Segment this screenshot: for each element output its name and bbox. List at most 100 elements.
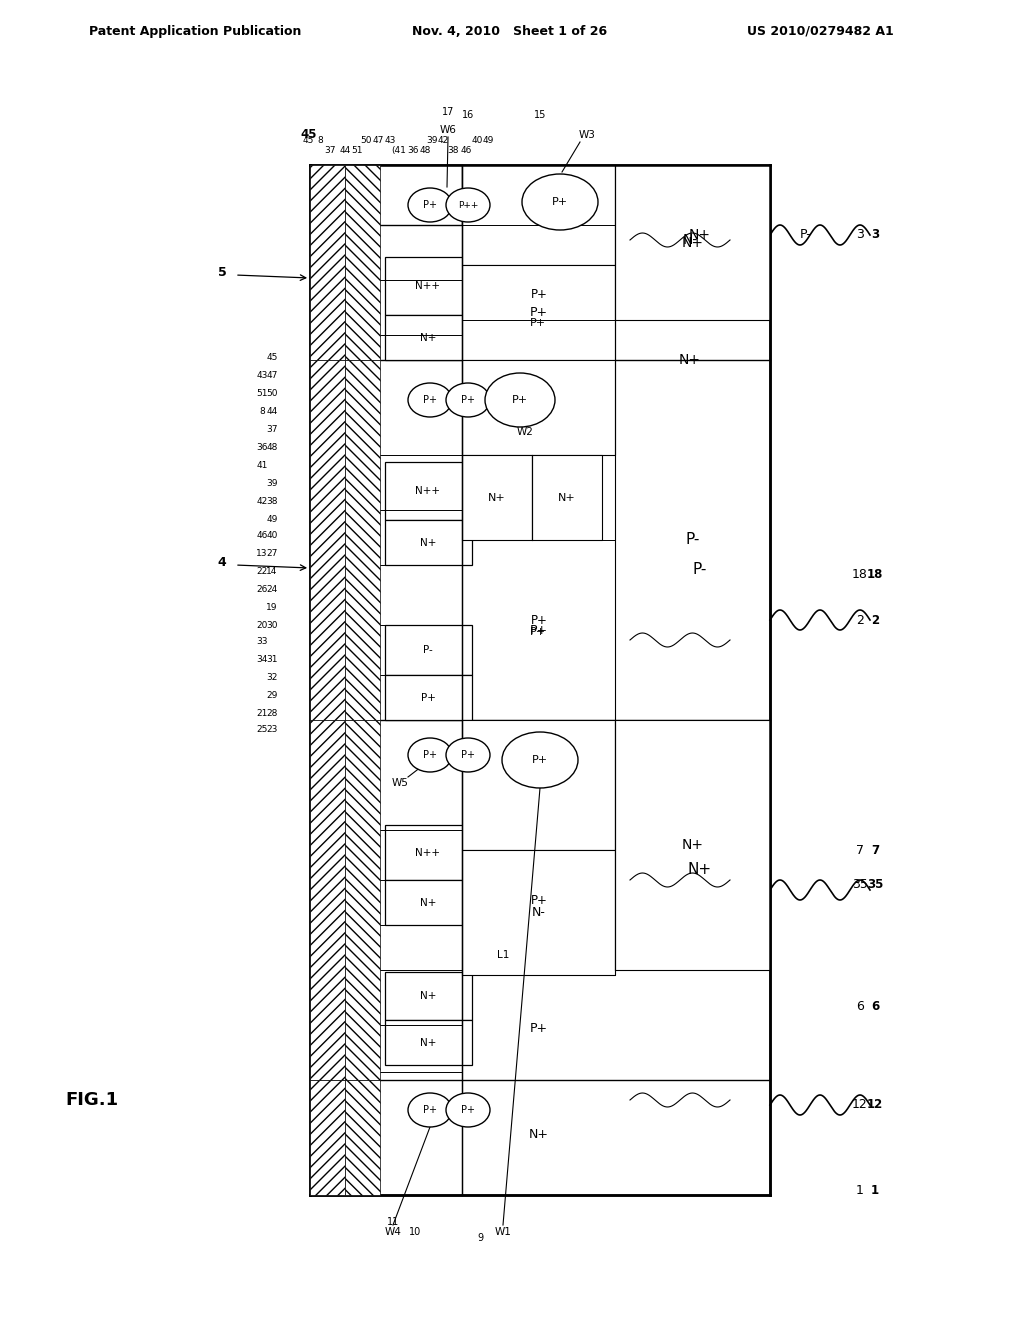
Bar xyxy=(310,165,345,360)
Ellipse shape xyxy=(408,1093,452,1127)
Text: 19: 19 xyxy=(266,602,278,611)
Text: 48: 48 xyxy=(266,444,278,453)
Text: P+: P+ xyxy=(461,1105,475,1115)
Text: P+: P+ xyxy=(529,1022,548,1035)
Text: 8: 8 xyxy=(259,408,265,417)
Text: N+: N+ xyxy=(420,1038,436,1048)
Bar xyxy=(345,360,380,719)
Text: N++: N++ xyxy=(416,486,440,496)
Text: P++: P++ xyxy=(458,201,478,210)
Text: 47: 47 xyxy=(266,371,278,380)
Text: P+: P+ xyxy=(423,1105,437,1115)
Text: P+: P+ xyxy=(461,395,475,405)
Text: P-: P- xyxy=(693,562,708,578)
Text: P+: P+ xyxy=(512,395,528,405)
Text: 13: 13 xyxy=(256,549,267,558)
Text: 40: 40 xyxy=(471,136,482,145)
Ellipse shape xyxy=(446,187,490,222)
Text: N+: N+ xyxy=(689,228,711,242)
Bar xyxy=(385,257,472,315)
Text: P+: P+ xyxy=(552,197,568,207)
Text: 6: 6 xyxy=(870,1001,880,1014)
Text: L1: L1 xyxy=(497,950,509,960)
Text: 10: 10 xyxy=(409,1228,421,1237)
Text: W5: W5 xyxy=(391,777,409,788)
Text: N-: N- xyxy=(531,907,546,920)
Text: N+: N+ xyxy=(682,236,703,249)
Ellipse shape xyxy=(446,383,490,417)
Text: 12: 12 xyxy=(867,1098,883,1111)
Ellipse shape xyxy=(446,1093,490,1127)
Text: N+: N+ xyxy=(420,898,436,908)
Text: 50: 50 xyxy=(266,389,278,399)
Text: P+: P+ xyxy=(530,894,548,907)
Text: 36: 36 xyxy=(256,444,267,453)
Text: 20: 20 xyxy=(256,620,267,630)
Text: N+: N+ xyxy=(688,862,712,878)
Ellipse shape xyxy=(502,733,578,788)
Text: 43: 43 xyxy=(384,136,395,145)
Text: 39: 39 xyxy=(426,136,437,145)
Text: P-: P- xyxy=(423,645,433,655)
Text: P+: P+ xyxy=(423,395,437,405)
Text: P+: P+ xyxy=(530,207,546,216)
Text: 9: 9 xyxy=(477,1233,483,1243)
Text: 2: 2 xyxy=(856,614,864,627)
Text: US 2010/0279482 A1: US 2010/0279482 A1 xyxy=(746,25,893,38)
Bar xyxy=(462,719,615,850)
Text: 38: 38 xyxy=(447,147,459,154)
Text: 5: 5 xyxy=(218,265,226,279)
Text: 1: 1 xyxy=(871,1184,879,1196)
Text: 4: 4 xyxy=(218,556,226,569)
Text: P+: P+ xyxy=(423,750,437,760)
Text: 36: 36 xyxy=(408,147,419,154)
Bar xyxy=(310,165,462,224)
Text: 30: 30 xyxy=(266,620,278,630)
Text: 27: 27 xyxy=(266,549,278,558)
Text: FIG.1: FIG.1 xyxy=(65,1092,118,1109)
Bar xyxy=(345,1080,380,1195)
Bar xyxy=(310,165,350,224)
Text: N+: N+ xyxy=(528,401,549,414)
Bar xyxy=(532,455,602,540)
Text: 11: 11 xyxy=(387,1217,399,1228)
Text: 49: 49 xyxy=(266,516,278,524)
Text: 48: 48 xyxy=(419,147,431,154)
Bar xyxy=(385,1020,472,1065)
Text: P+: P+ xyxy=(530,289,548,301)
Text: N-: N- xyxy=(531,209,546,222)
Ellipse shape xyxy=(522,174,598,230)
Text: N++: N++ xyxy=(416,281,440,290)
Bar xyxy=(462,265,615,360)
Text: N+: N+ xyxy=(679,352,701,367)
Bar xyxy=(615,165,770,319)
Text: W4: W4 xyxy=(385,1228,401,1237)
Bar xyxy=(345,165,380,360)
Text: W6: W6 xyxy=(439,125,457,135)
Text: 12: 12 xyxy=(852,1098,868,1111)
Text: 21: 21 xyxy=(256,709,267,718)
Text: 15: 15 xyxy=(534,110,546,120)
Ellipse shape xyxy=(446,738,490,772)
Bar xyxy=(462,165,615,265)
Ellipse shape xyxy=(408,738,452,772)
Text: P+: P+ xyxy=(530,189,548,202)
Text: 14: 14 xyxy=(266,568,278,577)
Bar xyxy=(310,165,345,360)
Text: P+: P+ xyxy=(531,755,548,766)
Bar xyxy=(462,850,615,975)
Text: Nov. 4, 2010   Sheet 1 of 26: Nov. 4, 2010 Sheet 1 of 26 xyxy=(413,25,607,38)
Bar xyxy=(385,880,472,925)
Text: 28: 28 xyxy=(266,709,278,718)
Text: 6: 6 xyxy=(856,1001,864,1014)
Text: P+: P+ xyxy=(530,627,546,638)
Text: 45: 45 xyxy=(301,128,317,141)
Ellipse shape xyxy=(485,374,555,426)
Text: 37: 37 xyxy=(325,147,336,154)
Ellipse shape xyxy=(408,383,452,417)
Text: 7: 7 xyxy=(856,843,864,857)
Bar xyxy=(615,719,770,970)
Text: P+: P+ xyxy=(423,201,437,210)
Text: 44: 44 xyxy=(339,147,350,154)
Text: N+: N+ xyxy=(682,838,703,851)
